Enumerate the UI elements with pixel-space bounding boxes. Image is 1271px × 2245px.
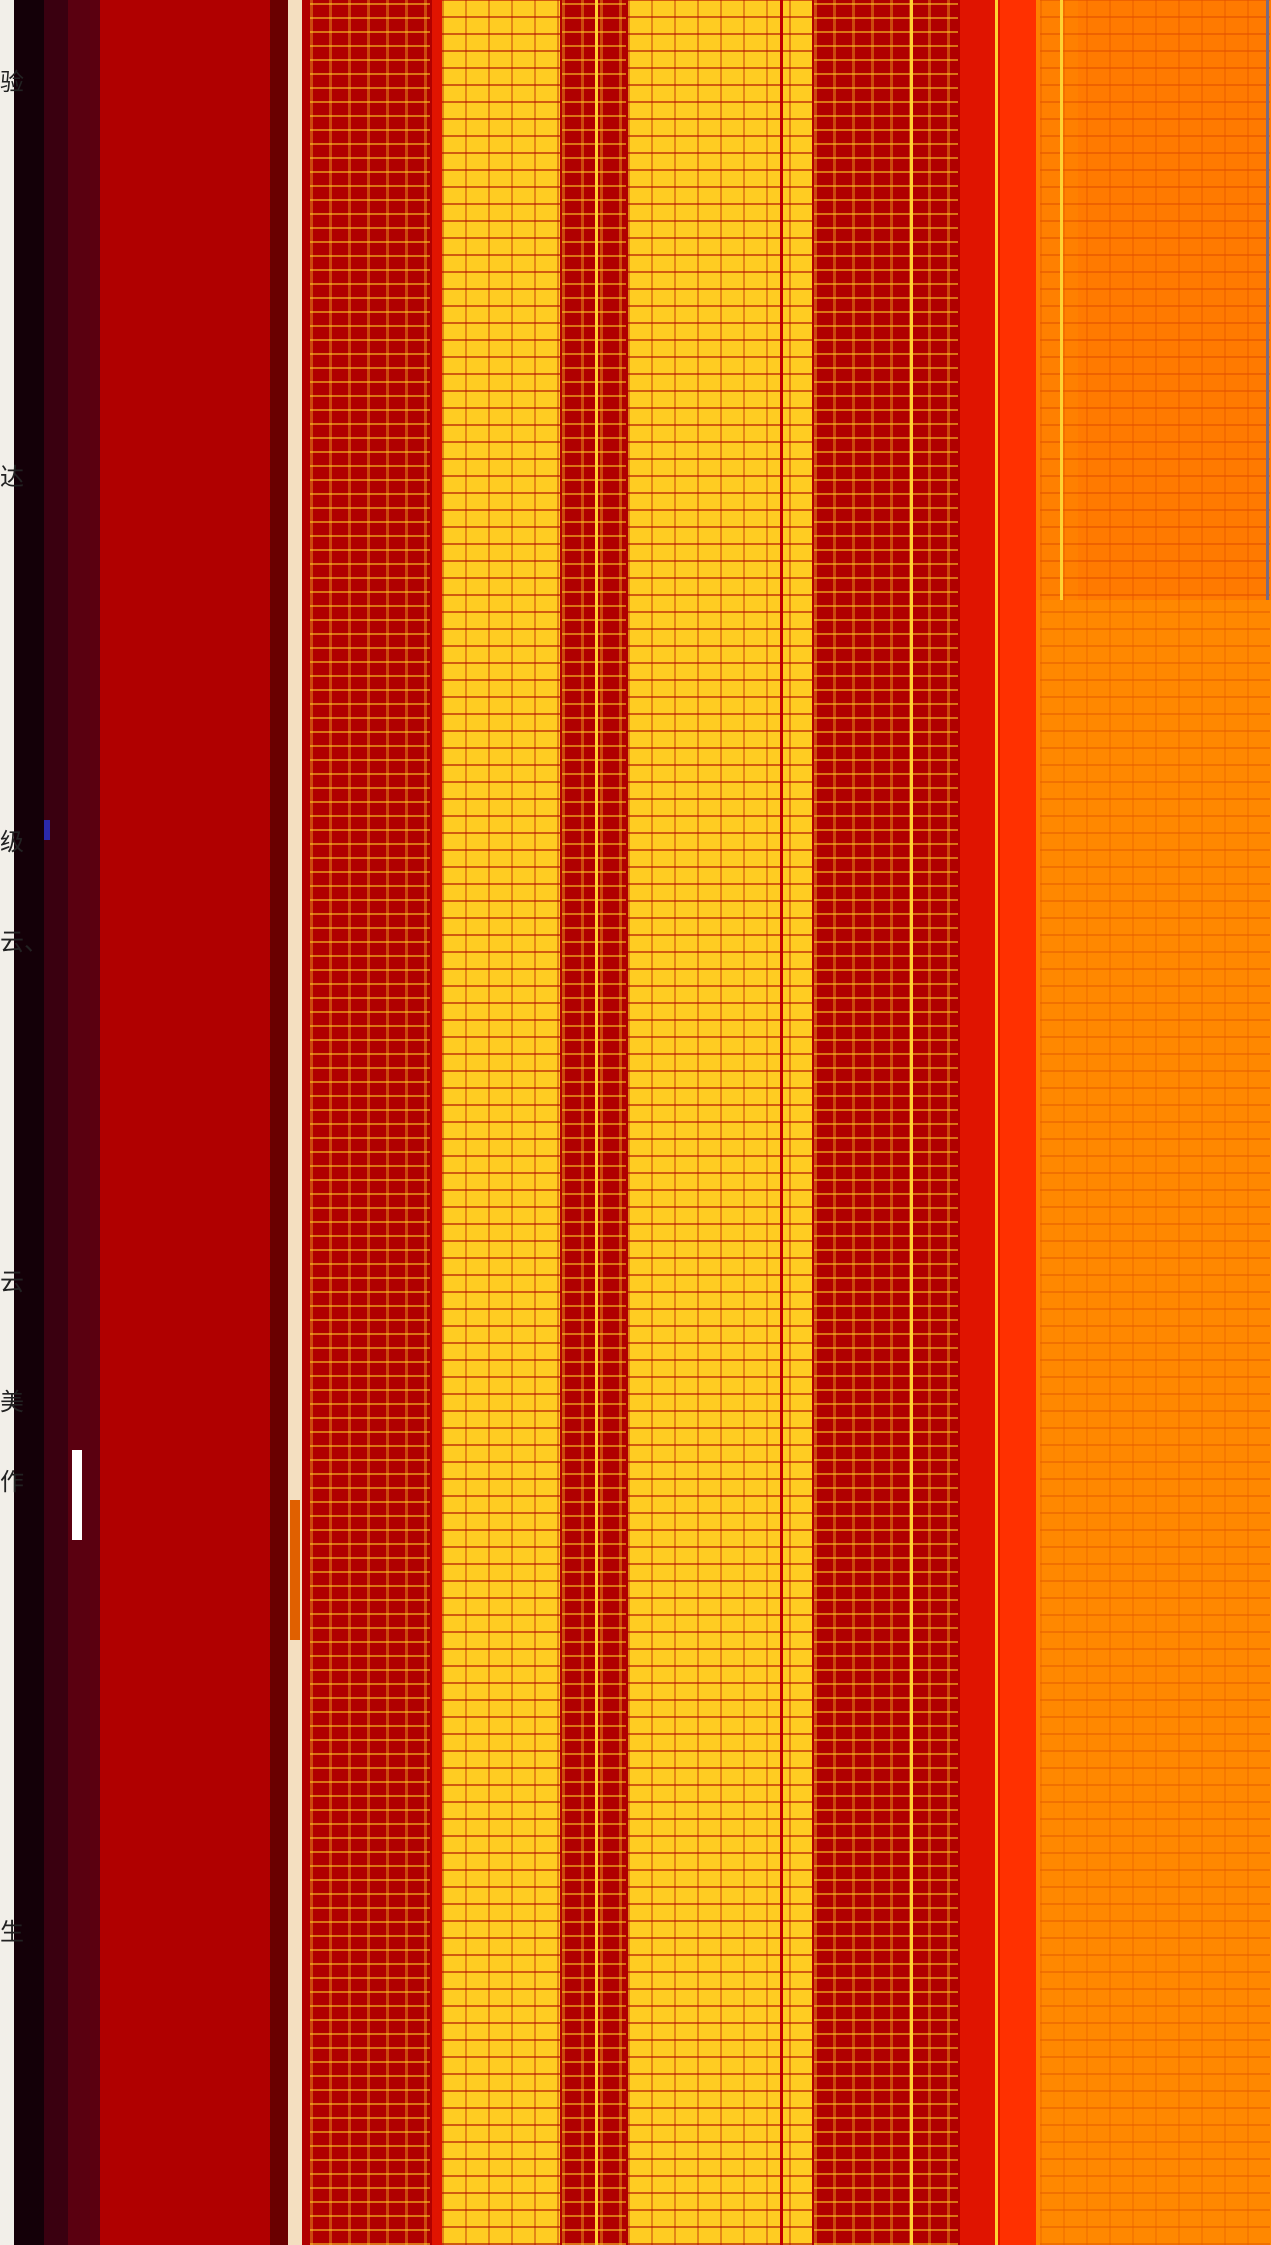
edge-glyph-4: 云、 <box>0 928 48 956</box>
bright-red-strip <box>432 0 442 2245</box>
orange-block-lower <box>1036 600 1271 2245</box>
left-panel-maroon <box>68 0 100 2245</box>
edge-glyph-8: 生 <box>0 1918 24 1946</box>
edge-glyph-1: 验 <box>0 68 24 96</box>
cream-divider <box>288 0 302 2245</box>
red-column-1 <box>100 0 270 2245</box>
texture-red-4 <box>814 0 958 2245</box>
accent-line-6 <box>1266 0 1269 600</box>
edge-glyph-6: 美 <box>0 1388 24 1416</box>
accent-line-3 <box>910 0 913 2245</box>
accent-line-1 <box>595 0 598 2245</box>
red-orange-column <box>1000 0 1036 2245</box>
left-panel-dark <box>0 0 14 2245</box>
accent-line-2 <box>780 0 783 2245</box>
edge-glyph-5: 云 <box>0 1268 24 1296</box>
texture-yellow-2 <box>628 0 812 2245</box>
left-marker-1 <box>44 820 50 840</box>
texture-yellow-1 <box>442 0 560 2245</box>
left-marker-2 <box>72 1450 82 1540</box>
edge-glyph-2: 达 <box>0 463 24 491</box>
bright-red-column <box>960 0 1000 2245</box>
left-panel-brown <box>44 0 68 2245</box>
left-marker-3 <box>290 1500 300 1640</box>
accent-line-4 <box>995 0 998 2245</box>
dark-divider <box>270 0 288 2245</box>
left-panel-black <box>14 0 44 2245</box>
texture-orange-lower <box>1040 600 1270 2245</box>
edge-glyph-7: 作 <box>0 1468 24 1496</box>
texture-red-3 <box>562 0 626 2245</box>
edge-glyph-3: 级 <box>0 828 24 856</box>
texture-red-2 <box>310 0 430 2245</box>
